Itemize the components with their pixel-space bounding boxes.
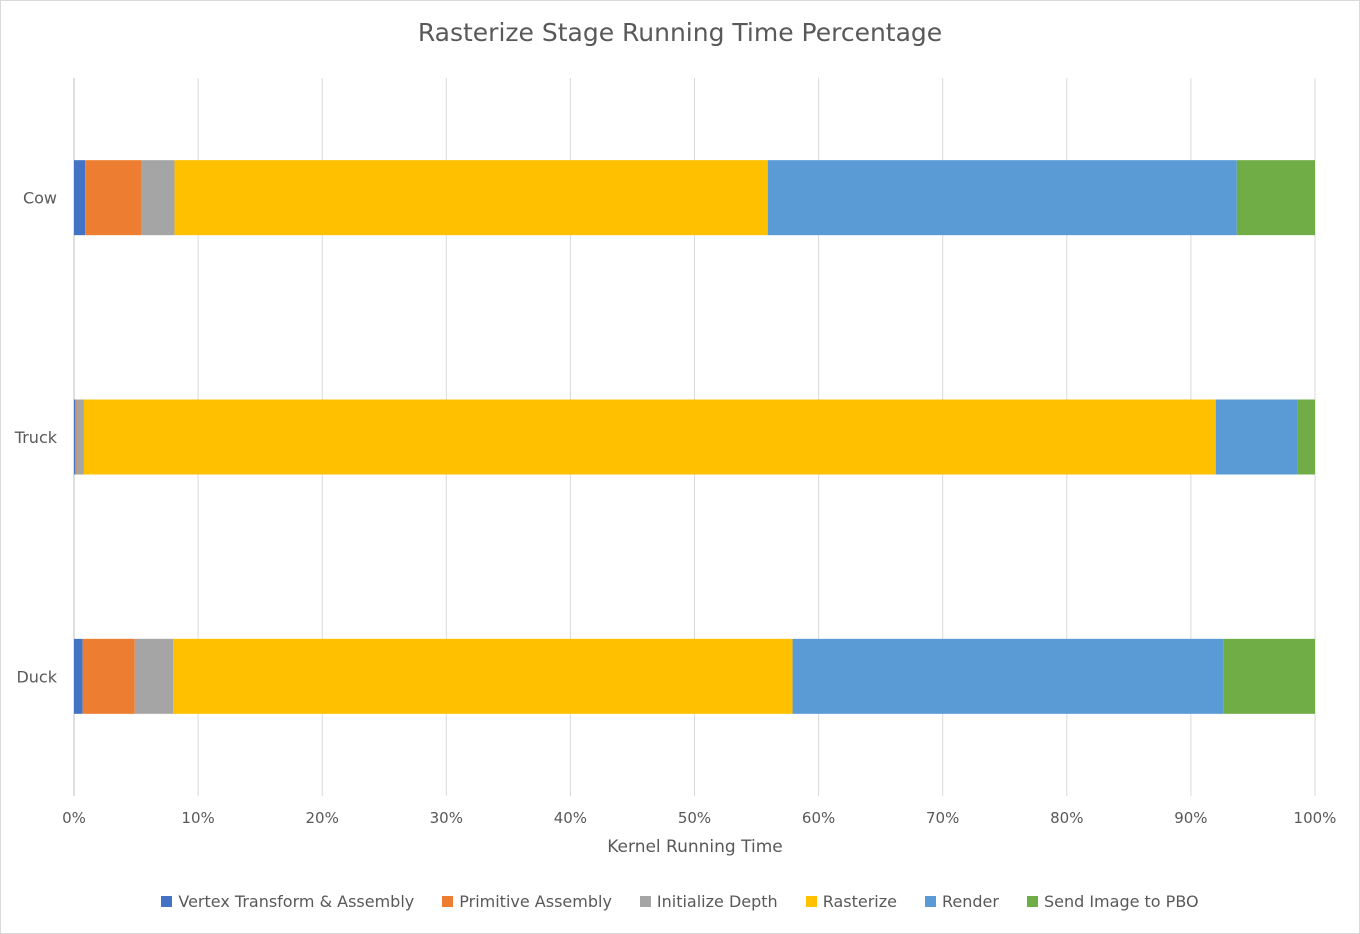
legend: Vertex Transform & Assembly Primitive Ass… <box>0 892 1360 911</box>
bar-segment <box>767 160 1237 236</box>
legend-swatch <box>805 896 817 907</box>
bar-segment <box>82 638 135 714</box>
x-tick-label: 100% <box>1294 809 1337 827</box>
legend-item: Initialize Depth <box>639 892 778 911</box>
x-tick-label: 80% <box>1050 809 1083 827</box>
x-tick-label: 0% <box>62 809 86 827</box>
legend-label: Render <box>941 892 999 911</box>
legend-label: Rasterize <box>822 892 897 911</box>
x-tick-label: 50% <box>678 809 711 827</box>
bar-segment <box>173 638 793 714</box>
bar-segment <box>83 399 1216 475</box>
x-tick-label: 70% <box>926 809 959 827</box>
x-tick-label: 40% <box>554 809 587 827</box>
legend-label: Send Image to PBO <box>1043 892 1199 911</box>
legend-swatch <box>639 896 651 907</box>
bar-segment <box>75 399 77 475</box>
legend-item: Primitive Assembly <box>442 892 612 911</box>
legend-label: Initialize Depth <box>656 892 778 911</box>
legend-item: Vertex Transform & Assembly <box>161 892 414 911</box>
bar-segment <box>1215 399 1298 475</box>
y-category-label: Truck <box>14 428 58 447</box>
legend-label: Vertex Transform & Assembly <box>178 892 415 911</box>
y-category-label: Duck <box>16 667 57 686</box>
bar-segment <box>74 638 83 714</box>
x-tick-label: 30% <box>430 809 463 827</box>
bar-segment <box>141 160 175 236</box>
bar-segment <box>74 399 76 475</box>
legend-item: Rasterize <box>805 892 897 911</box>
bar-segment <box>174 160 768 236</box>
legend-item: Render <box>924 892 999 911</box>
bar-segment <box>85 160 142 236</box>
x-tick-label: 60% <box>802 809 835 827</box>
bar-segment <box>1236 160 1315 236</box>
legend-swatch <box>442 896 454 907</box>
legend-swatch <box>924 896 936 907</box>
legend-swatch <box>1026 896 1038 907</box>
chart-title: Rasterize Stage Running Time Percentage <box>417 18 943 47</box>
y-category-label: Cow <box>23 189 57 208</box>
x-axis-title: Kernel Running Time <box>607 837 783 857</box>
x-tick-label: 20% <box>306 809 339 827</box>
bar-segment <box>134 638 174 714</box>
bar-segment <box>1297 399 1315 475</box>
legend-label: Primitive Assembly <box>459 892 612 911</box>
x-tick-label: 10% <box>181 809 214 827</box>
bar-segment <box>76 399 84 475</box>
legend-swatch <box>161 896 173 907</box>
bar-segment <box>74 160 86 236</box>
legend-item: Send Image to PBO <box>1026 892 1199 911</box>
bar-segment <box>792 638 1224 714</box>
x-tick-label: 90% <box>1174 809 1207 827</box>
bar-segment <box>1223 638 1315 714</box>
